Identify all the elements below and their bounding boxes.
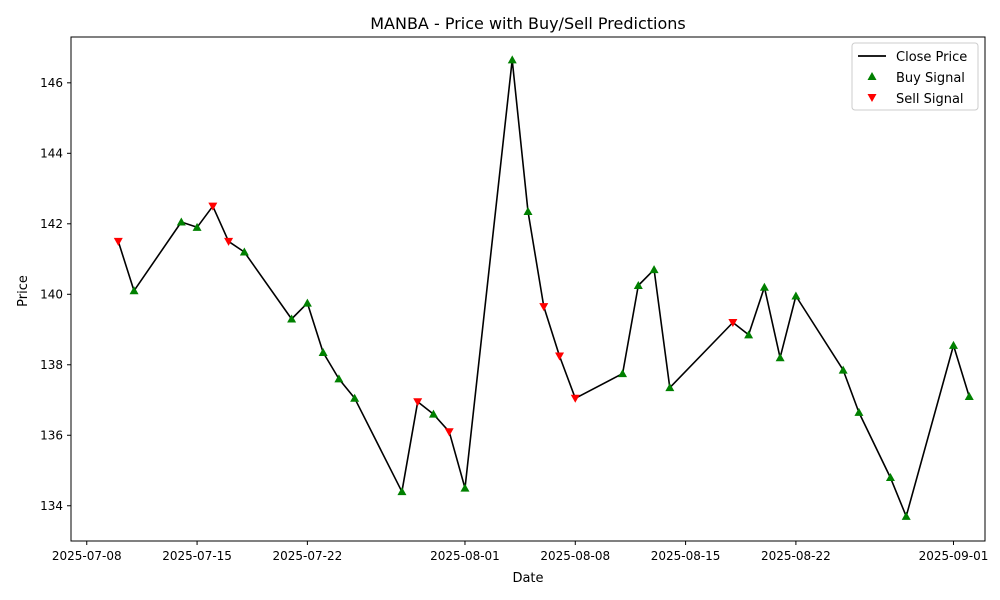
buy-signal-marker [176,217,186,226]
buy-signal-marker [129,286,139,295]
legend: Close Price Buy Signal Sell Signal [851,42,979,111]
buy-signal-marker [775,353,785,362]
y-tick-label: 146 [40,76,63,90]
legend-sell-marker [867,94,877,102]
buy-signal-marker [964,391,974,400]
buy-signal-marker [854,407,864,416]
buy-signal-marker [350,393,360,402]
buy-signal-marker [460,483,470,492]
y-tick-label: 138 [40,358,63,372]
sell-signal-marker [208,202,218,211]
buy-signal-marker [948,340,958,349]
buy-signal-marker [302,298,312,307]
axes-frame [70,36,986,542]
legend-label-close: Close Price [896,50,967,65]
buy-signal-marker [397,487,407,496]
buy-signal-marker [665,383,675,392]
sell-signal-marker [728,318,738,327]
x-tick-label: 2025-08-01 [430,549,500,563]
y-tick-label: 134 [40,499,63,513]
buy-signal-marker [507,55,517,64]
y-tick-label: 136 [40,428,63,442]
buy-signal-marker [523,206,533,215]
y-tick-label: 142 [40,217,63,231]
buy-signal-marker [192,222,202,231]
buy-signal-marker [838,365,848,374]
sell-signal-marker [444,428,454,437]
buy-signal-marker [633,280,643,289]
sell-signal-marker [570,394,580,403]
y-tick-label: 140 [40,287,63,301]
buy-signal-marker [885,473,895,482]
legend-buy-marker [867,72,877,80]
sell-signal-marker [413,398,423,407]
buy-signal-marker [239,247,249,256]
buy-signal-marker [791,291,801,300]
buy-signal-marker [649,265,659,274]
legend-label-buy: Buy Signal [896,71,965,86]
buy-signal-marker [428,409,438,418]
x-tick-label: 2025-08-08 [540,549,610,563]
x-tick-label: 2025-07-08 [52,549,122,563]
sell-signal-marker [113,237,123,246]
x-tick-label: 2025-09-01 [919,549,989,563]
buy-signal-marker [901,511,911,520]
sell-signal-marker [224,237,234,246]
y-axis: 134 136 138 140 142 144 146 [40,76,71,513]
x-axis-title: Date [512,571,543,586]
buy-signal-marker [618,369,628,378]
buy-signal-marker [759,282,769,291]
plot-area [113,55,974,520]
sell-signal-marker [539,303,549,312]
y-tick-label: 144 [40,146,63,160]
legend-label-sell: Sell Signal [896,92,964,107]
x-tick-label: 2025-07-22 [273,549,343,563]
legend-box [851,42,979,111]
y-axis-title: Price [16,275,31,307]
x-tick-label: 2025-08-22 [761,549,831,563]
buy-signal-marker [318,347,328,356]
x-axis: 2025-07-08 2025-07-15 2025-07-22 2025-08-01… [52,541,988,563]
x-tick-label: 2025-08-15 [651,549,721,563]
buy-signal-marker [744,330,754,339]
buy-signal-marker [334,374,344,383]
sell-signal-marker [555,352,565,361]
chart-title: MANBA - Price with Buy/Sell Predictions [370,14,686,33]
buy-signal-marker [287,314,297,323]
x-tick-label: 2025-07-15 [162,549,232,563]
